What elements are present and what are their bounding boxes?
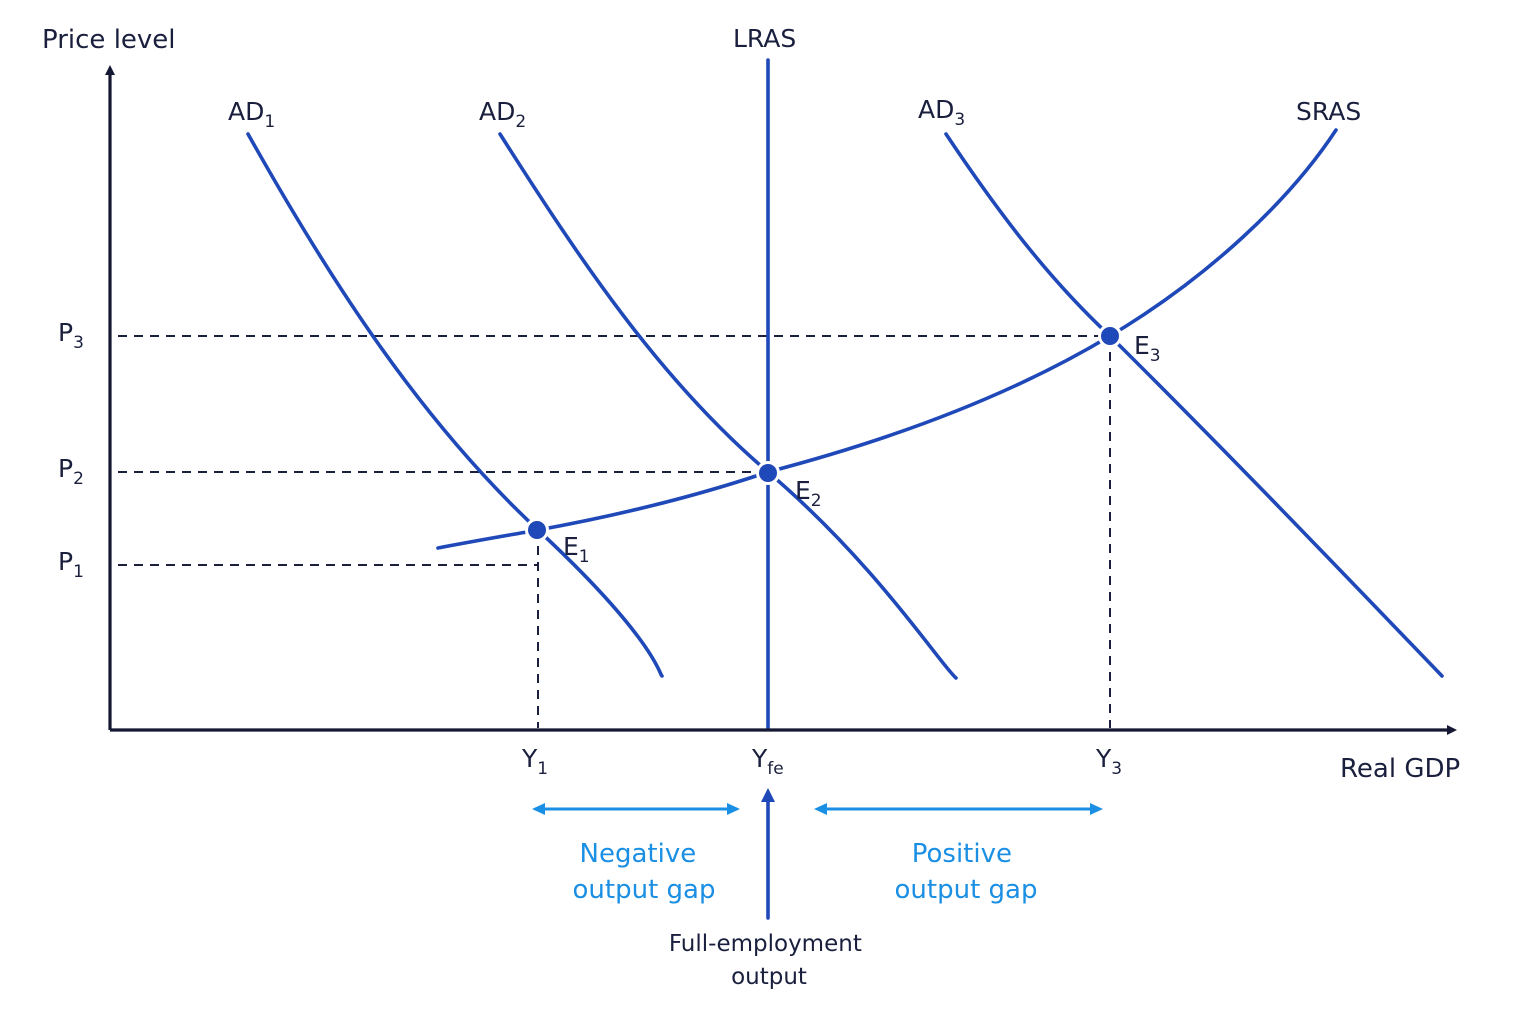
- ad2-curve: [498, 132, 958, 680]
- e2-point: [756, 461, 780, 485]
- ad1-curve: [246, 132, 664, 678]
- y-axis-title: Price level: [42, 25, 176, 55]
- ad3-label: AD3: [918, 95, 965, 130]
- sras-label: SRAS: [1296, 97, 1361, 126]
- p3-label: P3: [58, 318, 84, 353]
- negative-gap-text: Negative output gap: [573, 839, 716, 905]
- y3-label: Y3: [1095, 744, 1122, 779]
- p1-label: P1: [58, 547, 84, 582]
- e2-label: E2: [795, 476, 822, 511]
- e1-point: [525, 518, 549, 542]
- sras-curve: [436, 128, 1338, 550]
- e3-label: E3: [1134, 331, 1161, 366]
- positive-gap-text: Positive output gap: [895, 839, 1038, 905]
- ad1-label: AD1: [228, 97, 275, 132]
- lras-label: LRAS: [733, 24, 796, 53]
- e3-point: [1098, 324, 1122, 348]
- x-axis-title: Real GDP: [1340, 754, 1460, 784]
- y1-label: Y1: [521, 744, 548, 779]
- ad3-curve: [944, 132, 1444, 678]
- p2-label: P2: [58, 454, 84, 489]
- ad2-label: AD2: [479, 97, 526, 132]
- e1-label: E1: [563, 532, 590, 567]
- yfe-label: Yfe: [751, 744, 784, 779]
- full-employment-text: Full-employment output: [669, 931, 869, 990]
